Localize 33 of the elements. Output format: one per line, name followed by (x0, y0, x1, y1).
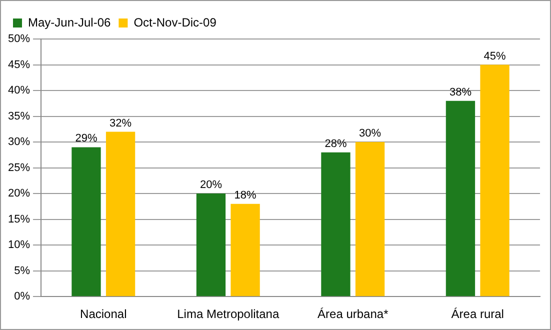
y-tick-label: 10% (8, 239, 30, 252)
x-tick-label: Nacional (80, 307, 127, 322)
data-label: 18% (234, 189, 257, 202)
y-tick-label: 20% (8, 188, 30, 200)
data-label: 28% (324, 138, 347, 150)
bar (106, 132, 136, 296)
y-tick-label: 50% (8, 33, 30, 46)
x-tick-label: Área urbana* (318, 307, 389, 322)
bar (480, 64, 510, 296)
data-label: 32% (110, 117, 132, 130)
bar (196, 194, 226, 296)
y-tick-label: 45% (8, 58, 30, 71)
data-label: 29% (75, 132, 98, 145)
bar (72, 147, 101, 296)
data-label: 38% (449, 86, 472, 98)
y-tick-label: 5% (14, 264, 30, 277)
y-tick-label: 25% (8, 162, 30, 174)
y-tick-label: 35% (8, 110, 30, 122)
bar (230, 204, 260, 296)
bar (355, 142, 385, 296)
data-label: 20% (200, 179, 222, 192)
x-tick-label: Área rural (451, 307, 504, 322)
y-tick-label: 0% (14, 290, 30, 303)
legend-label: May-Jun-Jul-06 (28, 15, 112, 30)
x-tick-label: Lima Metropolitana (177, 307, 280, 322)
data-label: 30% (359, 128, 382, 140)
y-tick-label: 15% (8, 213, 30, 226)
bar (446, 100, 476, 296)
data-label: 45% (484, 50, 506, 62)
y-tick-label: 40% (8, 84, 30, 97)
y-tick-label: 30% (8, 136, 30, 148)
legend-label: Oct-Nov-Dic-09 (134, 15, 217, 30)
bar (321, 152, 350, 296)
